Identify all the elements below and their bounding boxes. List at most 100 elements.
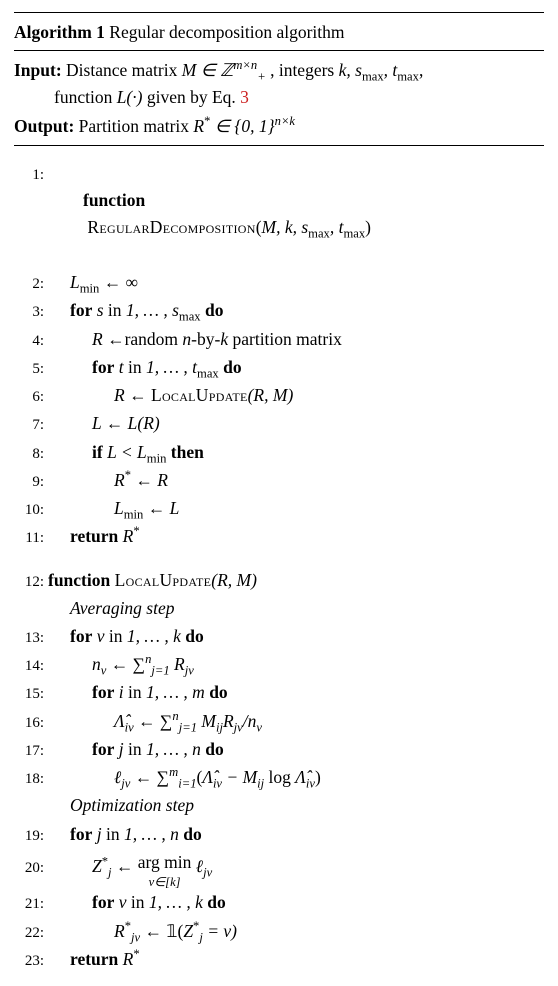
l18-L1sub: iv — [213, 777, 222, 791]
l21-in: in — [131, 892, 145, 912]
l16-over: /n — [243, 711, 257, 731]
l21-for: for — [92, 892, 114, 912]
l6-args: (R, M) — [248, 385, 294, 405]
input-text-1a: Distance matrix — [66, 60, 182, 80]
l5-in: in — [128, 357, 142, 377]
l23-star: * — [133, 947, 139, 961]
fn1-smax: max — [308, 226, 330, 240]
line-3: 3: for s in 1, … , smax do — [14, 297, 544, 324]
l17-do: do — [201, 739, 224, 759]
line-20: 20: Z*j ← arg minv∈[k] ℓjv — [14, 849, 544, 889]
l8-sub: min — [147, 451, 167, 465]
l17-for: for — [92, 739, 114, 759]
line-13: 13: for v in 1, … , k do — [14, 623, 544, 650]
l15-in: in — [128, 682, 142, 702]
l4-R: R ← — [92, 329, 125, 349]
input-M: M ∈ ℤ — [182, 60, 234, 80]
l2-L: L — [70, 272, 80, 292]
l21-do: do — [203, 892, 226, 912]
lineno-4: 4: — [14, 330, 48, 353]
lineno-18: 18: — [14, 768, 48, 791]
input-text-1b: , integers — [270, 60, 339, 80]
l15-do: do — [205, 682, 228, 702]
l14-n: n — [92, 654, 101, 674]
output-text: Partition matrix — [79, 116, 194, 136]
l6-lhs: R ← — [114, 385, 151, 405]
l16-Rsub: jv — [234, 720, 243, 734]
l4-text2: partition matrix — [228, 329, 342, 349]
l16-L: Λ̂ — [114, 711, 125, 731]
input-t: , t — [384, 60, 398, 80]
l19-in: in — [106, 824, 120, 844]
l18-arrow: ← ∑ — [130, 767, 169, 787]
lineno-13: 13: — [14, 627, 48, 650]
l19-for: for — [70, 824, 92, 844]
output-R: R — [193, 116, 204, 136]
line-8: 8: if L < Lmin then — [14, 439, 544, 466]
l22-ind: 𝟙( — [166, 921, 183, 941]
line-22: 22: R*jv ← 𝟙(Z*j = v) — [14, 918, 544, 945]
output-sup: n×k — [275, 115, 295, 129]
l23-val: R — [118, 949, 133, 969]
l13-var: v — [92, 626, 109, 646]
lineno-22: 22: — [14, 922, 48, 945]
l5-range: 1, … , t — [142, 357, 197, 377]
l17-var: j — [114, 739, 128, 759]
l11-val: R — [118, 526, 133, 546]
algorithm-title: Algorithm 1 Regular decomposition algori… — [14, 19, 544, 46]
input-tmax-sub: max — [397, 70, 419, 84]
l9-arrow: ← R — [131, 470, 168, 490]
l22-Z: Z — [183, 921, 193, 941]
input-text-1c: , — [419, 60, 423, 80]
eq-ref-3[interactable]: 3 — [240, 87, 249, 107]
l18-L2sub: iv — [306, 777, 315, 791]
l14-sumsub: j=1 — [151, 664, 169, 678]
l18-sumsup: m — [169, 765, 178, 779]
kw-function-1: function — [83, 190, 145, 210]
fn2-kw: function — [48, 570, 110, 590]
l16-nsub: v — [256, 720, 262, 734]
lineno-6: 6: — [14, 386, 48, 409]
l22-arrow: ← — [140, 921, 166, 941]
line-16: 16: Λ̂iv ← ∑nj=1 MijRjv/nv — [14, 708, 544, 735]
line-2: 2: Lmin ← ∞ — [14, 269, 544, 296]
line-7: 7: L ← L(R) — [14, 410, 544, 437]
rule-under-io — [14, 145, 544, 146]
l6-call: LocalUpdate — [151, 385, 248, 405]
l3-for: for — [70, 300, 92, 320]
fn2-name: LocalUpdate — [115, 570, 212, 590]
lineno-17: 17: — [14, 740, 48, 763]
output-label: Output: — [14, 116, 74, 136]
fn1-args-close: ) — [365, 217, 371, 237]
opt-step-label: Optimization step — [48, 792, 194, 819]
l23-return: return — [70, 949, 118, 969]
l8-if: if — [92, 442, 103, 462]
l22-sub: jv — [131, 930, 140, 944]
l13-range: 1, … , k — [123, 626, 181, 646]
l18-L2: Λ̂ — [295, 767, 306, 787]
l16-M: M — [197, 711, 216, 731]
l8-cond: L < L — [103, 442, 147, 462]
l13-for: for — [70, 626, 92, 646]
l7: L ← L(R) — [92, 413, 160, 433]
l11-return: return — [70, 526, 118, 546]
line-6: 6: R ← LocalUpdate(R, M) — [14, 382, 544, 409]
input-block: Input: Distance matrix M ∈ ℤm×n+ , integ… — [14, 57, 544, 111]
l3-do: do — [201, 300, 224, 320]
lineno-19: 19: — [14, 825, 48, 848]
l17-in: in — [128, 739, 142, 759]
l16-R: R — [223, 711, 234, 731]
l16-arrow: ← ∑ — [134, 711, 173, 731]
lineno-1: 1: — [14, 164, 48, 187]
l5-sub: max — [197, 366, 219, 380]
algo-label: Algorithm 1 — [14, 22, 105, 42]
l18-minus: − M — [222, 767, 257, 787]
fn2-args: (R, M) — [211, 570, 257, 590]
output-block: Output: Partition matrix R* ∈ {0, 1}n×k — [14, 113, 544, 140]
line-18: 18: ℓjv ← ∑mi=1(Λ̂iv − Mij log Λ̂iv) — [14, 764, 544, 791]
l3-range: 1, … , s — [122, 300, 179, 320]
line-17: 17: for j in 1, … , n do — [14, 736, 544, 763]
l15-range: 1, … , m — [142, 682, 205, 702]
argmin-top: arg min — [138, 849, 192, 876]
fn1-args: M, k, s — [262, 217, 309, 237]
